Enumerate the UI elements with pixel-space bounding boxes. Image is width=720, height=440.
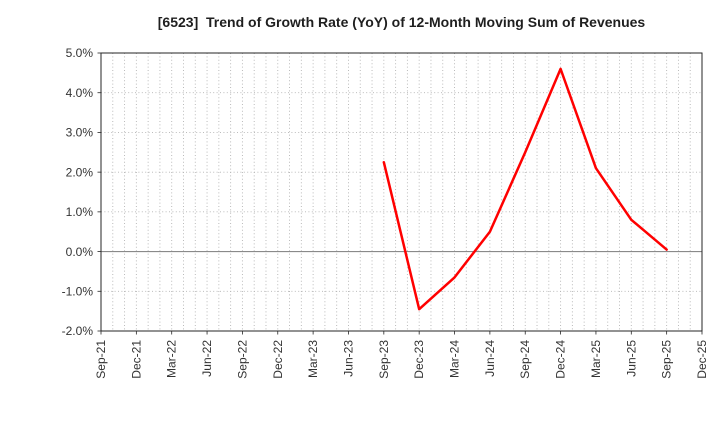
x-tick-label: Sep-22 — [235, 340, 249, 379]
vertical-gridlines — [112, 53, 691, 331]
x-tick-label: Sep-21 — [94, 340, 108, 379]
x-tick-label: Dec-24 — [554, 340, 568, 379]
y-tick-label: 5.0% — [66, 46, 94, 60]
y-tick-label: 0.0% — [66, 245, 94, 259]
growth-rate-line — [382, 67, 668, 311]
y-tick-labels: 5.0% 4.0% 3.0% 2.0% 1.0% 0.0% -1.0% -2.0% — [62, 46, 94, 338]
y-tick-label: 2.0% — [66, 165, 94, 179]
x-tick-label: Sep-24 — [518, 340, 532, 379]
y-tick-label: 4.0% — [66, 86, 94, 100]
axis-ticks — [97, 52, 703, 335]
x-tick-label: Jun-23 — [341, 340, 355, 377]
x-tick-label: Mar-22 — [165, 340, 179, 378]
horizontal-gridlines — [101, 92, 702, 292]
x-tick-label: Mar-24 — [448, 340, 462, 378]
y-tick-label: -2.0% — [62, 324, 94, 338]
x-tick-label: Mar-23 — [306, 340, 320, 378]
x-tick-label: Dec-25 — [695, 340, 709, 379]
y-tick-label: 3.0% — [66, 126, 94, 140]
x-tick-label: Jun-22 — [200, 340, 214, 377]
x-tick-label: Jun-24 — [483, 340, 497, 377]
plot-border — [100, 52, 703, 332]
x-tick-label: Jun-25 — [624, 340, 638, 377]
x-tick-label: Dec-21 — [129, 340, 143, 379]
x-tick-label: Sep-25 — [660, 340, 674, 379]
y-tick-label: 1.0% — [66, 205, 94, 219]
x-tick-label: Mar-25 — [589, 340, 603, 378]
chart-title: [6523] Trend of Growth Rate (YoY) of 12-… — [157, 14, 646, 30]
x-tick-label: Dec-23 — [412, 340, 426, 379]
y-tick-label: -1.0% — [62, 284, 94, 298]
x-tick-label: Dec-22 — [271, 340, 285, 379]
x-tick-labels: Sep-21 Dec-21 Mar-22 Jun-22 Sep-22 Dec-22 Mar-… — [94, 340, 709, 379]
x-tick-label: Sep-23 — [377, 340, 391, 379]
